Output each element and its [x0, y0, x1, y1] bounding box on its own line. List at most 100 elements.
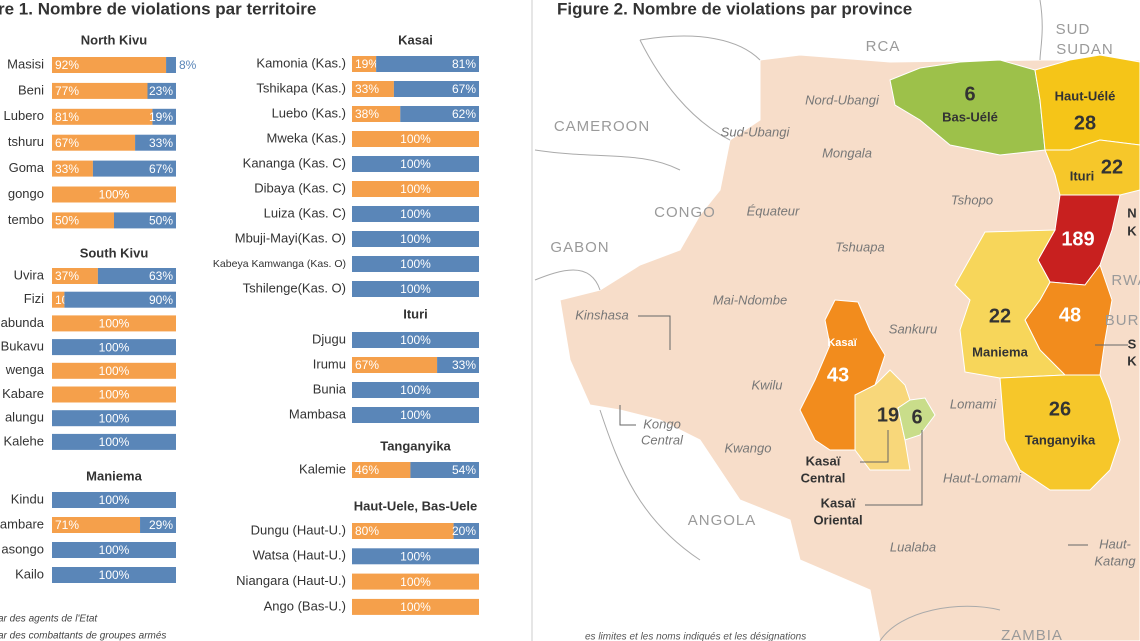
value-label: 100%: [99, 317, 130, 331]
value-label: 67%: [149, 162, 173, 176]
bar-segment: [352, 181, 479, 197]
province-name: Oriental: [813, 512, 862, 527]
place-name: Tshuapa: [835, 239, 884, 254]
bar-segment: [52, 433, 176, 450]
row-label: Dungu (Haut-U.): [251, 522, 346, 537]
province-value: 22: [989, 305, 1011, 327]
value-label: 67%: [452, 82, 476, 96]
row-label: wenga: [5, 362, 45, 377]
value-label: 33%: [55, 162, 79, 176]
row-label: Luiza (Kas. C): [264, 205, 346, 220]
province-value: 48: [1059, 304, 1081, 326]
value-label: 67%: [55, 136, 79, 150]
province-name: Bas-Uélé: [942, 109, 998, 124]
value-label: 90%: [149, 293, 173, 307]
value-label: 46%: [355, 463, 379, 477]
bar-segment: [352, 106, 401, 122]
bar-segment: [352, 156, 479, 172]
group-heading: North Kivu: [81, 32, 148, 47]
bar-segment: [52, 362, 176, 379]
province-value: 19: [877, 404, 899, 426]
place-name: Haut-: [1099, 536, 1131, 551]
figure-title: Figure 2. Nombre de violations par provi…: [557, 0, 912, 18]
row-label: Bukavu: [1, 339, 44, 354]
place-name: Lomami: [950, 396, 997, 411]
bar-segment: [147, 82, 176, 99]
row-label: Djugu: [312, 331, 346, 346]
row-label: Tshilenge(Kas. O): [243, 280, 346, 295]
place-name: Tshopo: [951, 192, 993, 207]
bar-segment: [52, 108, 153, 125]
value-label: 38%: [355, 107, 379, 121]
bar-segment: [52, 82, 148, 99]
group-heading: Tanganyika: [380, 438, 451, 453]
value-label: 100%: [99, 364, 130, 378]
province: [897, 397, 936, 441]
row-label: Luebo (Kas.): [272, 105, 346, 120]
value-label: 100%: [400, 182, 431, 196]
bar-segment: [400, 106, 479, 122]
value-label: 100%: [400, 157, 431, 171]
value-label: 100%: [400, 383, 431, 397]
row-label: Kamonia (Kas.): [256, 55, 346, 70]
row-label: tembo: [8, 212, 44, 227]
row-label: Niangara (Haut-U.): [236, 573, 346, 588]
bar-segment: [114, 212, 176, 229]
bar-segment: [52, 291, 65, 308]
row-label: Masisi: [7, 56, 44, 71]
value-label: 100%: [400, 600, 431, 614]
row-label: tshuru: [8, 134, 44, 149]
bar-segment: [352, 598, 479, 615]
bar-segment: [166, 57, 176, 73]
place-name: Kinshasa: [575, 307, 628, 322]
value-label: 81%: [55, 110, 79, 124]
bar-segment: [152, 108, 176, 125]
country-name: ANGOLA: [688, 512, 757, 529]
country-name: ZAMBIA: [1001, 627, 1063, 641]
province-value: 22: [1101, 156, 1123, 178]
group-heading: Haut-Uele, Bas-Uele: [354, 498, 478, 513]
place-name: Mai-Ndombe: [713, 292, 787, 307]
country-name: RWA: [1111, 272, 1140, 289]
bar-segment: [52, 410, 176, 427]
value-label: 100%: [400, 207, 431, 221]
province-value: 43: [827, 364, 849, 386]
row-label: Tshikapa (Kas.): [256, 80, 346, 95]
bar-segment: [52, 57, 167, 73]
value-label: 100%: [400, 408, 431, 422]
row-label: Kalehe: [4, 433, 44, 448]
bar-segment: [352, 573, 479, 590]
bar-segment: [97, 268, 176, 284]
group-heading: Maniema: [86, 468, 142, 483]
row-label: ambare: [0, 516, 44, 531]
bar-segment: [352, 462, 411, 478]
value-label: 100%: [99, 188, 130, 202]
row-label: Bunia: [313, 381, 347, 396]
bar-segment: [352, 131, 479, 147]
country-name: CONGO: [654, 204, 716, 221]
province: [799, 299, 886, 451]
row-label: asongo: [1, 541, 44, 556]
bar-segment: [52, 517, 141, 533]
province-name: Kasaï: [821, 495, 856, 510]
footnote: es limites et les noms indiqués et les d…: [585, 632, 806, 641]
row-label: Uvira: [14, 267, 45, 282]
country-name: BURU: [1105, 312, 1140, 329]
bar-segment: [135, 134, 176, 151]
row-label: Dibaya (Kas. C): [254, 180, 346, 195]
row-label: Fizi: [24, 291, 44, 306]
country-name: GABON: [550, 239, 609, 256]
bar-segment: [52, 542, 176, 558]
row-label: Goma: [9, 160, 45, 175]
value-label: 50%: [149, 214, 173, 228]
province-name: Central: [801, 470, 846, 485]
province-name: N: [1127, 205, 1136, 220]
bar-segment: [52, 268, 98, 284]
bar-segment: [410, 462, 479, 478]
place-name: Lualaba: [890, 539, 936, 554]
place-name: Kongo: [643, 416, 681, 431]
place-name: Équateur: [747, 203, 800, 218]
place-name: Katang: [1094, 553, 1136, 568]
value-label: 100%: [99, 340, 130, 354]
place-name: Sankuru: [889, 321, 937, 336]
